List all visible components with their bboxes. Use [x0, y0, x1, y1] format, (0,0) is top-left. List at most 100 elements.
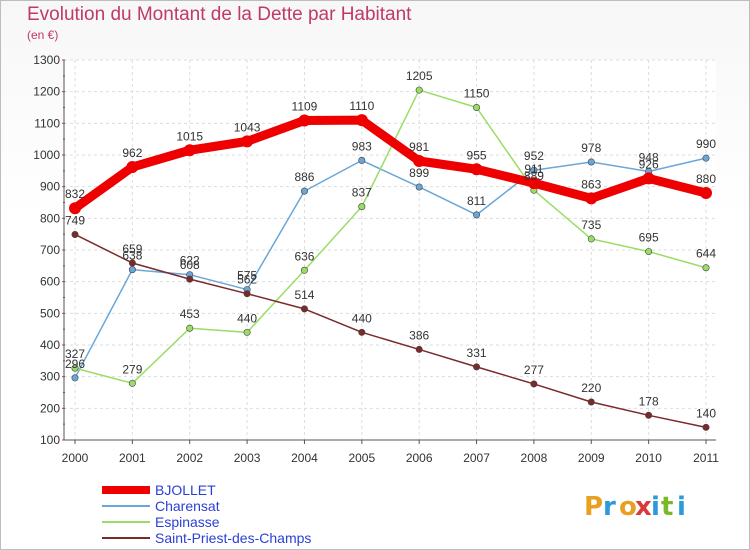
x-tick-label: 2003 [234, 451, 261, 465]
x-tick-label: 2010 [635, 451, 662, 465]
data-label: 440 [352, 311, 372, 325]
data-point [243, 290, 251, 298]
series-line-saint-priest-des-champs [74, 233, 707, 429]
series-line-espinasse [74, 89, 707, 385]
y-tick-label: 1000 [33, 148, 60, 162]
data-point [413, 155, 426, 168]
y-tick-label: 100 [40, 433, 60, 447]
data-point [473, 104, 481, 112]
data-label: 955 [467, 148, 487, 162]
data-point [300, 305, 308, 313]
data-label: 1015 [176, 129, 203, 143]
data-label: 749 [65, 213, 85, 227]
x-tick-label: 2011 [693, 451, 719, 465]
data-point [702, 154, 710, 162]
data-label: 140 [696, 406, 716, 420]
data-point [71, 364, 79, 372]
data-label: 644 [696, 247, 716, 261]
x-tick-label: 2009 [578, 451, 605, 465]
x-tick-label: 2008 [521, 451, 548, 465]
logo-letter: r [603, 492, 616, 522]
data-point [126, 161, 139, 174]
data-label: 1043 [234, 120, 261, 134]
y-tick-label: 600 [40, 275, 60, 289]
data-label: 990 [696, 137, 716, 151]
data-label: 1205 [406, 69, 433, 83]
data-point [69, 202, 81, 215]
y-tick-label: 700 [40, 243, 60, 257]
y-tick-label: 900 [40, 180, 60, 194]
chart-title: Evolution du Montant de la Dette par Hab… [27, 4, 412, 25]
data-label: 562 [237, 273, 257, 287]
data-label: 978 [581, 141, 601, 155]
legend: BJOLLETCharensatEspinasseSaint-Priest-de… [102, 482, 311, 546]
data-point [415, 183, 423, 191]
data-point [128, 266, 136, 274]
x-tick-label: 2005 [348, 451, 375, 465]
x-tick-label: 2000 [62, 451, 89, 465]
data-label: 880 [696, 172, 716, 186]
y-tick-label: 800 [40, 211, 60, 225]
data-label: 659 [122, 242, 142, 256]
data-point [700, 187, 712, 199]
data-point [186, 324, 194, 332]
data-label: 440 [237, 311, 257, 325]
data-label: 899 [409, 166, 429, 180]
data-label: 608 [180, 258, 200, 272]
data-label: 327 [65, 347, 85, 361]
data-label: 1109 [292, 99, 318, 113]
data-point [530, 166, 538, 174]
data-point [71, 230, 79, 238]
grid [64, 59, 716, 441]
data-point [300, 266, 308, 274]
x-tick-label: 2001 [119, 451, 146, 465]
y-tick-label: 300 [40, 370, 60, 384]
legend-label: Charensat [155, 498, 220, 514]
data-label: 220 [581, 381, 601, 395]
y-tick-label: 1300 [33, 53, 60, 67]
data-label: 981 [409, 140, 429, 154]
data-label: 889 [524, 169, 544, 183]
data-label: 178 [639, 394, 659, 408]
data-point [128, 259, 136, 267]
data-point [702, 423, 710, 431]
data-point [71, 374, 79, 382]
logo-letter: t [661, 492, 673, 522]
data-point [358, 328, 366, 336]
data-point [186, 275, 194, 283]
data-point [358, 156, 366, 164]
data-point [473, 363, 481, 371]
data-labels: 832 962 1015 1043 1109 1110 981 955 911 863 926 880… [65, 69, 716, 420]
data-label: 863 [581, 177, 601, 191]
data-label: 622 [180, 254, 200, 268]
data-point [473, 211, 481, 219]
data-label: 296 [65, 357, 85, 371]
data-point [642, 172, 655, 185]
data-point [527, 177, 540, 190]
data-label: 948 [639, 150, 659, 164]
data-point [183, 144, 196, 157]
data-label: 453 [180, 307, 200, 321]
data-point [645, 248, 653, 256]
data-label: 638 [122, 249, 142, 263]
y-tick-label: 500 [40, 306, 60, 320]
data-label: 575 [237, 269, 257, 283]
data-label: 1150 [464, 87, 490, 101]
data-point [243, 328, 251, 336]
y-tick-label: 1100 [34, 116, 60, 130]
x-tick-label: 2006 [406, 451, 433, 465]
data-label: 695 [639, 231, 659, 245]
data-point [645, 411, 653, 419]
data-point [355, 114, 368, 127]
data-point [415, 345, 423, 353]
data-label: 886 [294, 170, 314, 184]
data-point [585, 192, 598, 205]
legend-label: Saint-Priest-des-Champs [155, 530, 311, 546]
data-point [470, 163, 483, 176]
data-label: 1110 [349, 99, 374, 113]
data-point [300, 187, 308, 195]
logo-letter: i [677, 492, 686, 522]
logo-letter: P [584, 492, 603, 522]
data-label: 636 [294, 249, 314, 263]
